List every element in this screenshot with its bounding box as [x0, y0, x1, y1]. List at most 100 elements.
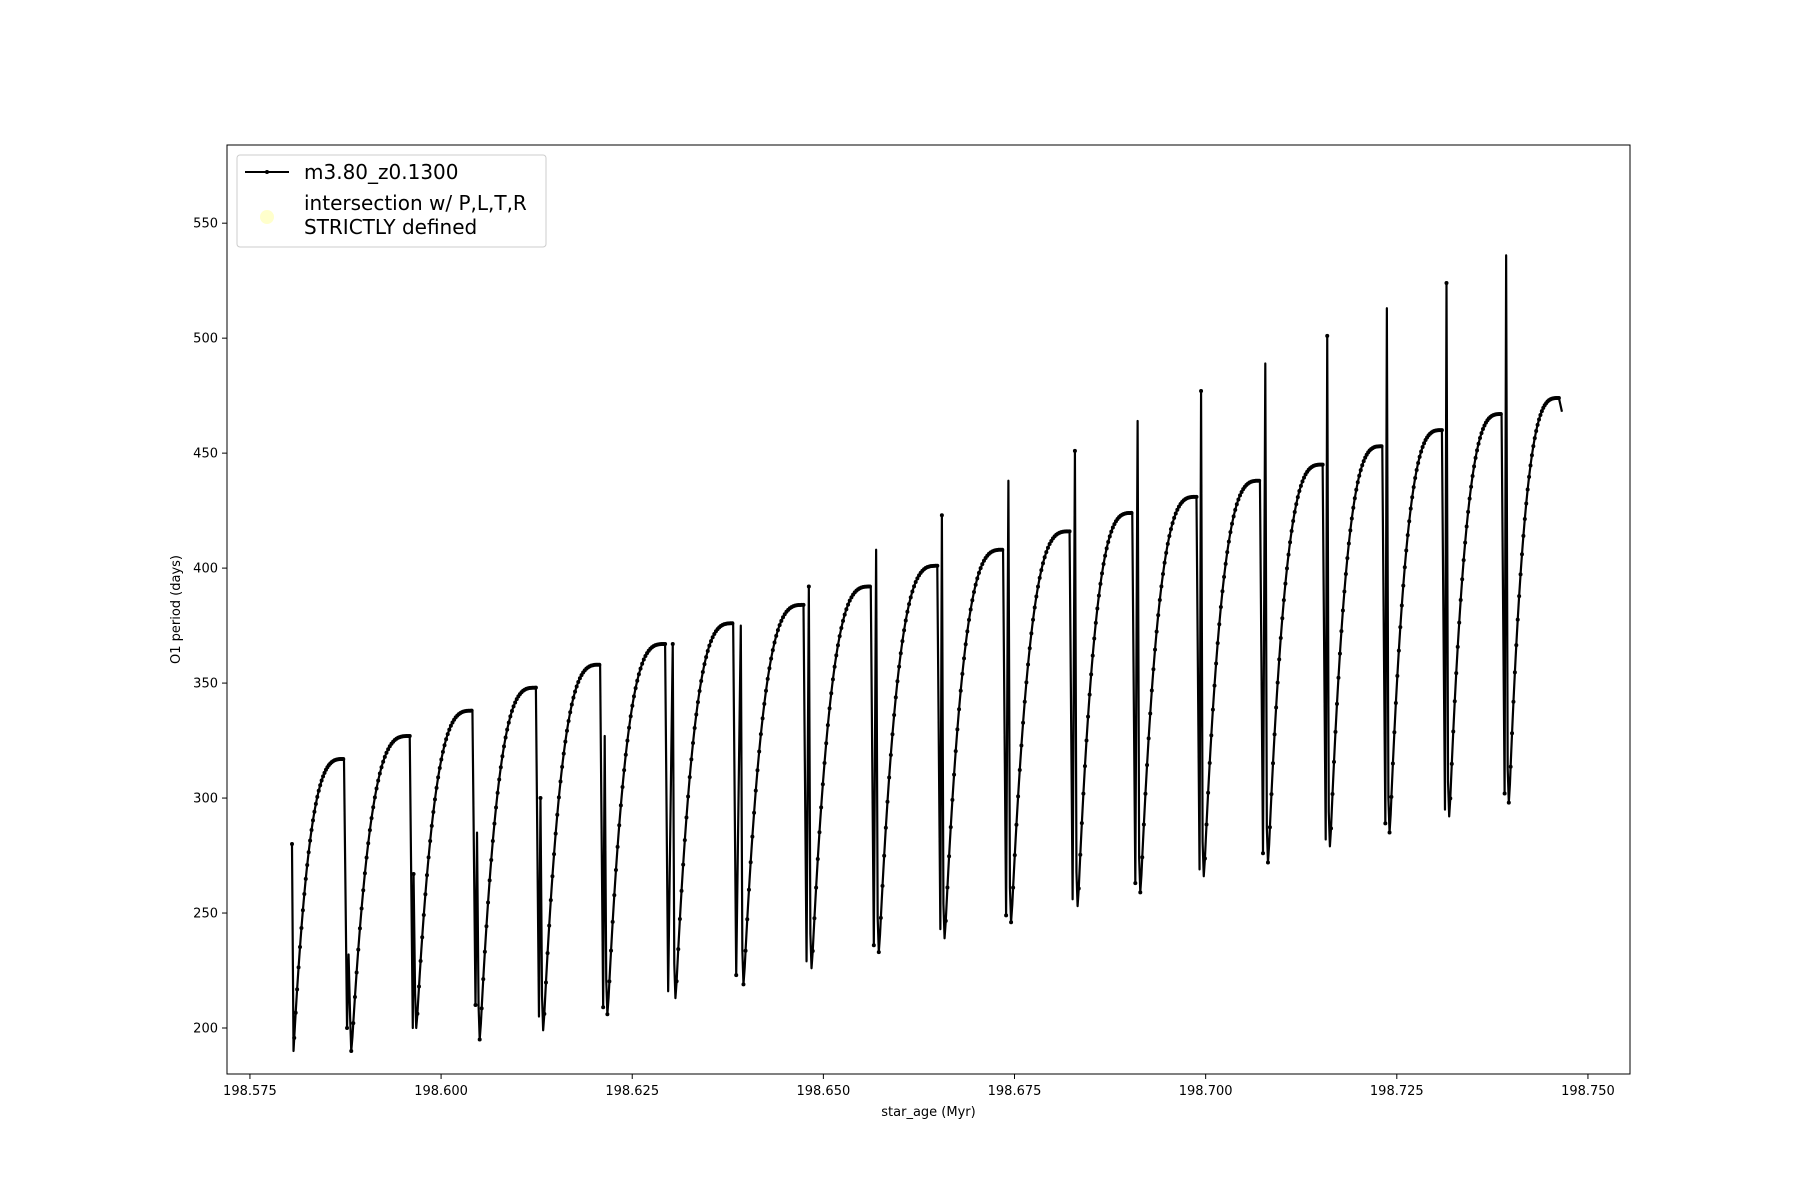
data-point — [381, 759, 386, 764]
data-point — [1517, 594, 1522, 599]
data-point — [1165, 541, 1170, 546]
data-point — [1334, 701, 1339, 706]
data-point — [885, 799, 890, 804]
data-point — [1300, 479, 1305, 484]
data-point — [437, 765, 442, 770]
data-point — [948, 825, 953, 830]
x-tick-label: 198.625 — [605, 1084, 659, 1099]
data-point — [1161, 571, 1165, 576]
data-point — [707, 643, 712, 648]
data-point — [1110, 525, 1115, 530]
data-point — [801, 602, 806, 607]
data-point — [312, 809, 317, 814]
y-tick-label: 500 — [193, 332, 218, 347]
data-point — [299, 925, 304, 930]
data-point — [774, 633, 779, 638]
data-point — [844, 607, 849, 612]
data-point — [1109, 529, 1114, 534]
data-point — [1535, 422, 1540, 427]
data-point — [482, 949, 487, 954]
data-point — [1236, 497, 1241, 502]
data-point — [382, 754, 387, 759]
data-point — [352, 994, 357, 999]
data-point — [670, 641, 675, 646]
data-point — [1274, 705, 1279, 710]
data-point — [710, 635, 715, 640]
data-point — [627, 725, 632, 730]
data-point — [1451, 729, 1456, 734]
data-point — [905, 609, 910, 614]
data-point — [1298, 483, 1303, 488]
data-point — [1357, 473, 1362, 478]
data-point — [1291, 518, 1296, 523]
data-point — [812, 916, 817, 921]
data-point — [973, 582, 978, 587]
data-point — [1173, 511, 1178, 516]
data-point — [699, 678, 704, 683]
data-point — [1416, 461, 1421, 466]
data-point — [1024, 680, 1029, 685]
data-point — [806, 584, 811, 589]
data-point — [695, 700, 700, 705]
data-point — [892, 713, 897, 718]
data-point — [1529, 453, 1534, 458]
data-point — [447, 727, 452, 732]
data-point — [965, 629, 970, 634]
data-point — [1510, 731, 1515, 736]
data-point — [566, 718, 571, 723]
data-point — [361, 888, 366, 893]
data-point — [487, 878, 492, 883]
data-point — [1531, 444, 1536, 449]
data-point — [1271, 761, 1276, 766]
data-point — [351, 1021, 356, 1026]
data-point — [980, 562, 985, 567]
data-point — [1455, 644, 1460, 649]
data-point — [1162, 560, 1167, 565]
data-point — [505, 727, 510, 732]
data-point — [817, 830, 822, 835]
data-point — [1278, 636, 1283, 641]
data-point — [628, 714, 633, 719]
data-point — [552, 852, 557, 857]
data-point — [610, 919, 615, 924]
data-point — [609, 948, 614, 953]
data-point — [1343, 572, 1348, 577]
data-point — [1419, 449, 1424, 454]
data-point — [895, 679, 900, 684]
data-point — [1414, 468, 1419, 473]
data-point — [372, 795, 377, 800]
data-point — [641, 657, 646, 662]
data-point — [1202, 856, 1207, 861]
data-point — [758, 732, 763, 737]
data-point — [1089, 672, 1094, 677]
data-point — [1410, 495, 1415, 500]
data-point — [308, 838, 313, 843]
series-layer — [289, 254, 1564, 1053]
data-point — [503, 735, 508, 740]
data-point — [1151, 667, 1156, 672]
data-point — [757, 749, 762, 754]
data-point — [684, 815, 689, 820]
data-point — [1041, 561, 1045, 566]
data-point — [1082, 764, 1087, 769]
data-point — [897, 664, 902, 669]
data-point — [935, 563, 940, 568]
data-point — [963, 642, 968, 647]
data-point — [1076, 886, 1081, 891]
data-point — [506, 720, 511, 725]
data-point — [1156, 613, 1161, 618]
data-point — [569, 702, 574, 707]
data-point — [871, 943, 876, 948]
data-point — [568, 710, 573, 715]
data-point — [968, 607, 973, 612]
x-tick-label: 198.675 — [988, 1084, 1042, 1099]
data-point — [434, 785, 439, 790]
legend-intersection-marker — [260, 210, 274, 224]
data-point — [1461, 558, 1466, 563]
data-point — [432, 797, 437, 802]
data-point — [423, 892, 428, 897]
data-point — [369, 816, 374, 821]
data-point — [1345, 556, 1350, 561]
data-point — [316, 788, 321, 793]
data-point — [1346, 541, 1351, 546]
